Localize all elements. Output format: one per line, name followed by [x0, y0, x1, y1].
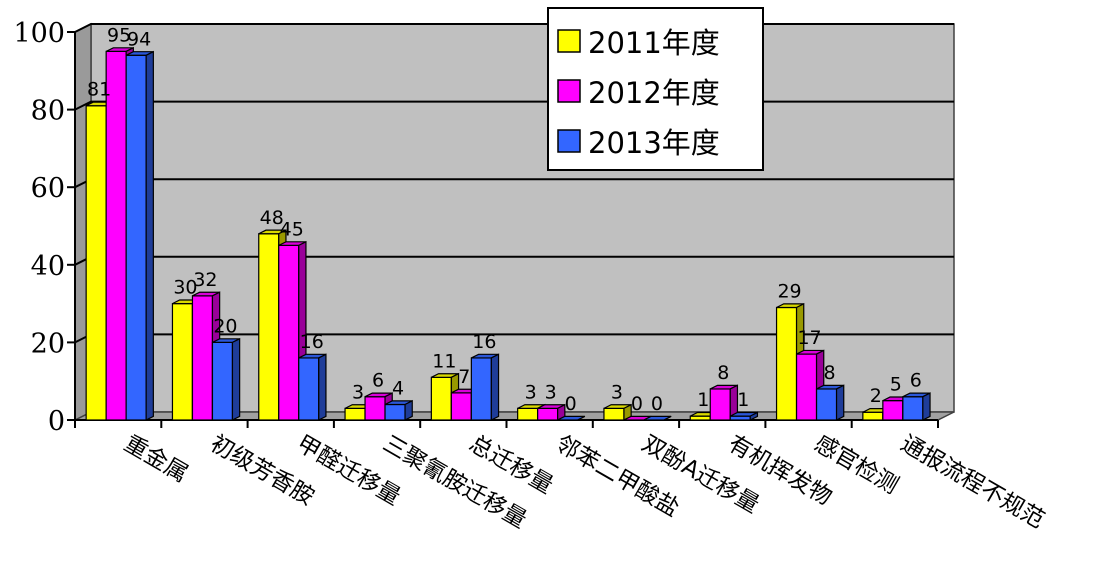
- data-label: 0: [565, 393, 577, 415]
- bar: [298, 353, 327, 421]
- data-label: 3: [611, 381, 623, 403]
- bar-front: [470, 357, 492, 421]
- data-label: 3: [525, 381, 537, 403]
- data-label: 5: [890, 374, 902, 396]
- bar-side: [231, 337, 241, 421]
- data-label: 0: [651, 393, 663, 415]
- bar-front: [603, 407, 625, 421]
- y-tick-label: 0: [48, 406, 65, 437]
- bar-front: [775, 306, 798, 421]
- bar-front: [882, 400, 904, 421]
- bar-side: [835, 384, 845, 421]
- bar-front: [815, 388, 838, 421]
- bar-front: [298, 357, 320, 421]
- data-label: 8: [824, 362, 836, 384]
- bar: [902, 392, 931, 421]
- data-label: 8: [717, 362, 729, 384]
- data-label: 1: [697, 389, 709, 411]
- bar-front: [450, 392, 472, 421]
- bar: [537, 403, 566, 421]
- bar: [709, 384, 739, 421]
- bar: [470, 353, 500, 421]
- y-tick-label: 40: [31, 251, 65, 282]
- bar-front: [902, 396, 924, 421]
- data-label: 16: [300, 331, 324, 353]
- data-label: 2: [870, 385, 882, 407]
- y-tick-label: 20: [31, 328, 65, 359]
- legend-swatch: [557, 29, 581, 53]
- data-label: 95: [107, 24, 131, 46]
- bar-front: [517, 407, 539, 421]
- data-label: 45: [280, 218, 304, 240]
- bar-side: [404, 399, 413, 421]
- bar-front: [105, 50, 127, 421]
- bar-front: [85, 105, 107, 421]
- bar: [643, 415, 672, 421]
- data-label: 3: [352, 381, 364, 403]
- bar-front: [384, 403, 406, 421]
- data-label: 20: [213, 315, 237, 337]
- data-label: 94: [127, 28, 151, 50]
- bar-front: [430, 376, 452, 421]
- bar-side: [490, 353, 500, 421]
- data-label: 30: [173, 277, 197, 299]
- y-tick-label: 80: [31, 96, 65, 127]
- category-label: 重金属: [119, 431, 192, 488]
- y-tick-label: 100: [13, 18, 65, 49]
- data-label: 7: [458, 366, 470, 388]
- legend-swatch: [557, 129, 581, 153]
- bar: [815, 384, 845, 421]
- data-label: 16: [472, 331, 496, 353]
- bar: [729, 411, 759, 421]
- legend-label: 2012年度: [588, 76, 720, 110]
- bar: [603, 403, 632, 421]
- bar-side: [577, 415, 586, 421]
- bar-front: [364, 396, 386, 421]
- data-label: 3: [545, 381, 557, 403]
- bar-front: [537, 407, 559, 421]
- bar-front: [862, 411, 884, 421]
- bar-front: [125, 54, 147, 421]
- bar-front: [191, 295, 214, 421]
- legend: 2011年度 2012年度 2013年度: [547, 7, 764, 171]
- bar-front: [344, 407, 366, 421]
- category-label: 通报流程不规范: [896, 431, 1048, 534]
- category-label: 三聚氰胺迁移量: [378, 431, 530, 534]
- data-label: 1: [737, 389, 749, 411]
- bar: [125, 50, 154, 421]
- bars: [85, 46, 931, 421]
- bar-front: [171, 303, 194, 421]
- data-label: 17: [797, 327, 821, 349]
- bar-side: [145, 50, 154, 421]
- bar: [557, 415, 586, 421]
- data-label: 6: [910, 370, 922, 392]
- bar: [211, 337, 241, 421]
- bar-front: [709, 388, 731, 421]
- data-label: 81: [87, 79, 111, 101]
- bar-front: [795, 353, 818, 421]
- legend-label: 2011年度: [588, 26, 720, 60]
- data-label: 4: [392, 377, 404, 399]
- bar-side: [922, 392, 931, 421]
- legend-label: 2013年度: [588, 126, 720, 160]
- legend-swatch: [557, 79, 581, 103]
- data-label: 48: [260, 207, 284, 229]
- bar-side: [749, 411, 759, 421]
- data-label: 32: [193, 269, 217, 291]
- data-label: 6: [372, 370, 384, 392]
- y-tick-label: 60: [31, 173, 65, 204]
- data-label: 29: [777, 280, 801, 302]
- category-labels: 重金属 初级芳香胺甲醛迁移量三聚氰胺迁移量总迁移量邻苯二甲酸盐双酚A迁移量有机挥发…: [119, 431, 1048, 534]
- bar-side: [663, 415, 672, 421]
- bar-front: [278, 244, 300, 421]
- data-label: 11: [432, 350, 456, 372]
- legend-box: [547, 7, 764, 171]
- bar-front: [211, 341, 234, 421]
- bar: [384, 399, 413, 421]
- bar-side: [318, 353, 327, 421]
- data-label: 0: [631, 393, 643, 415]
- bar-front: [258, 233, 280, 421]
